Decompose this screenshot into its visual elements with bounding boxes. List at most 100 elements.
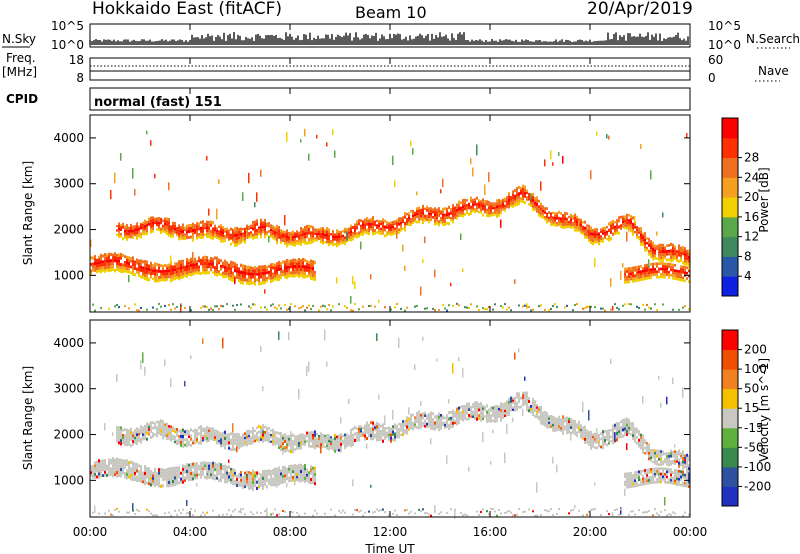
echo-cell	[454, 415, 456, 418]
echo-cell	[632, 229, 634, 233]
echo-cell	[178, 235, 180, 238]
echo-cell	[388, 429, 390, 432]
echo-cell	[152, 421, 154, 425]
echo-cell	[388, 226, 390, 229]
echo-cell	[252, 435, 254, 439]
echo-cell	[92, 465, 94, 468]
echo-cell	[684, 250, 686, 254]
echo-cell	[662, 270, 664, 274]
echo-cell	[288, 440, 290, 444]
clutter-cell	[332, 305, 334, 308]
echo-cell	[100, 253, 102, 258]
echo-cell	[280, 441, 282, 445]
echo-cell	[172, 476, 174, 480]
echo-cell	[112, 467, 114, 471]
echo-cell	[136, 236, 138, 240]
echo-cell	[292, 274, 294, 278]
echo-cell	[234, 262, 236, 266]
echo-speckle	[518, 348, 520, 353]
echo-cell	[500, 405, 502, 409]
clutter-cell	[574, 304, 576, 307]
echo-cell	[322, 232, 324, 236]
clutter-cell	[302, 305, 304, 308]
echo-cell	[270, 235, 272, 238]
echo-cell	[128, 262, 130, 265]
echo-cell	[134, 477, 136, 482]
echo-cell	[186, 236, 188, 240]
echo-cell	[304, 238, 306, 242]
echo-cell	[224, 436, 226, 441]
echo-speckle	[530, 193, 532, 200]
echo-cell	[450, 208, 452, 211]
echo-cell	[654, 262, 656, 266]
echo-cell	[228, 270, 230, 274]
echo-cell	[92, 476, 94, 479]
echo-cell	[296, 273, 298, 277]
echo-cell	[572, 215, 574, 218]
echo-cell	[240, 270, 242, 274]
echo-cell	[438, 415, 440, 419]
echo-cell	[310, 445, 312, 448]
echo-cell	[96, 460, 98, 464]
echo-cell	[168, 221, 170, 225]
echo-cell	[174, 438, 176, 441]
echo-cell	[244, 474, 246, 478]
clutter-cell	[616, 306, 618, 309]
echo-cell	[622, 218, 624, 221]
echo-cell	[94, 265, 96, 269]
echo-cell	[110, 262, 112, 266]
echo-cell	[308, 231, 310, 235]
echo-cell	[522, 193, 524, 198]
echo-cell	[670, 263, 672, 266]
echo-cell	[192, 232, 194, 236]
echo-cell	[344, 433, 346, 437]
echo-cell	[138, 259, 140, 263]
echo-cell	[242, 271, 244, 275]
echo-cell	[470, 415, 472, 418]
echo-cell	[222, 228, 224, 232]
echo-cell	[680, 254, 682, 257]
echo-cell	[368, 432, 370, 436]
echo-cell	[614, 228, 616, 231]
echo-cell	[192, 266, 194, 270]
echo-cell	[174, 476, 176, 480]
echo-cell	[272, 229, 274, 233]
echo-cell	[540, 409, 542, 413]
clutter-cell	[226, 513, 228, 516]
echo-cell	[340, 231, 342, 234]
echo-cell	[332, 230, 334, 233]
echo-cell	[634, 268, 636, 272]
echo-cell	[146, 277, 148, 281]
echo-cell	[304, 470, 306, 474]
echo-cell	[312, 475, 314, 479]
echo-cell	[120, 439, 122, 443]
echo-cell	[510, 198, 512, 201]
echo-cell	[132, 431, 134, 435]
echo-cell	[126, 431, 128, 435]
echo-cell	[326, 441, 328, 445]
echo-cell	[394, 222, 396, 226]
echo-cell	[528, 406, 530, 410]
clutter-cell	[370, 304, 372, 307]
echo-cell	[134, 263, 136, 267]
echo-cell	[496, 407, 498, 411]
echo-speckle	[626, 231, 628, 242]
echo-cell	[662, 265, 664, 268]
echo-cell	[408, 421, 410, 425]
echo-cell	[414, 218, 416, 221]
echo-cell	[314, 466, 316, 470]
echo-cell	[196, 431, 198, 434]
echo-cell	[142, 438, 144, 441]
echo-cell	[464, 198, 466, 202]
echo-cell	[546, 207, 548, 210]
echo-cell	[574, 225, 576, 229]
echo-speckle	[332, 129, 334, 136]
echo-cell	[236, 438, 238, 442]
echo-cell	[372, 229, 374, 233]
echo-cell	[376, 428, 378, 432]
echo-cell	[146, 467, 148, 470]
echo-cell	[290, 262, 292, 266]
echo-cell	[246, 438, 248, 441]
clutter-cell	[376, 508, 378, 511]
